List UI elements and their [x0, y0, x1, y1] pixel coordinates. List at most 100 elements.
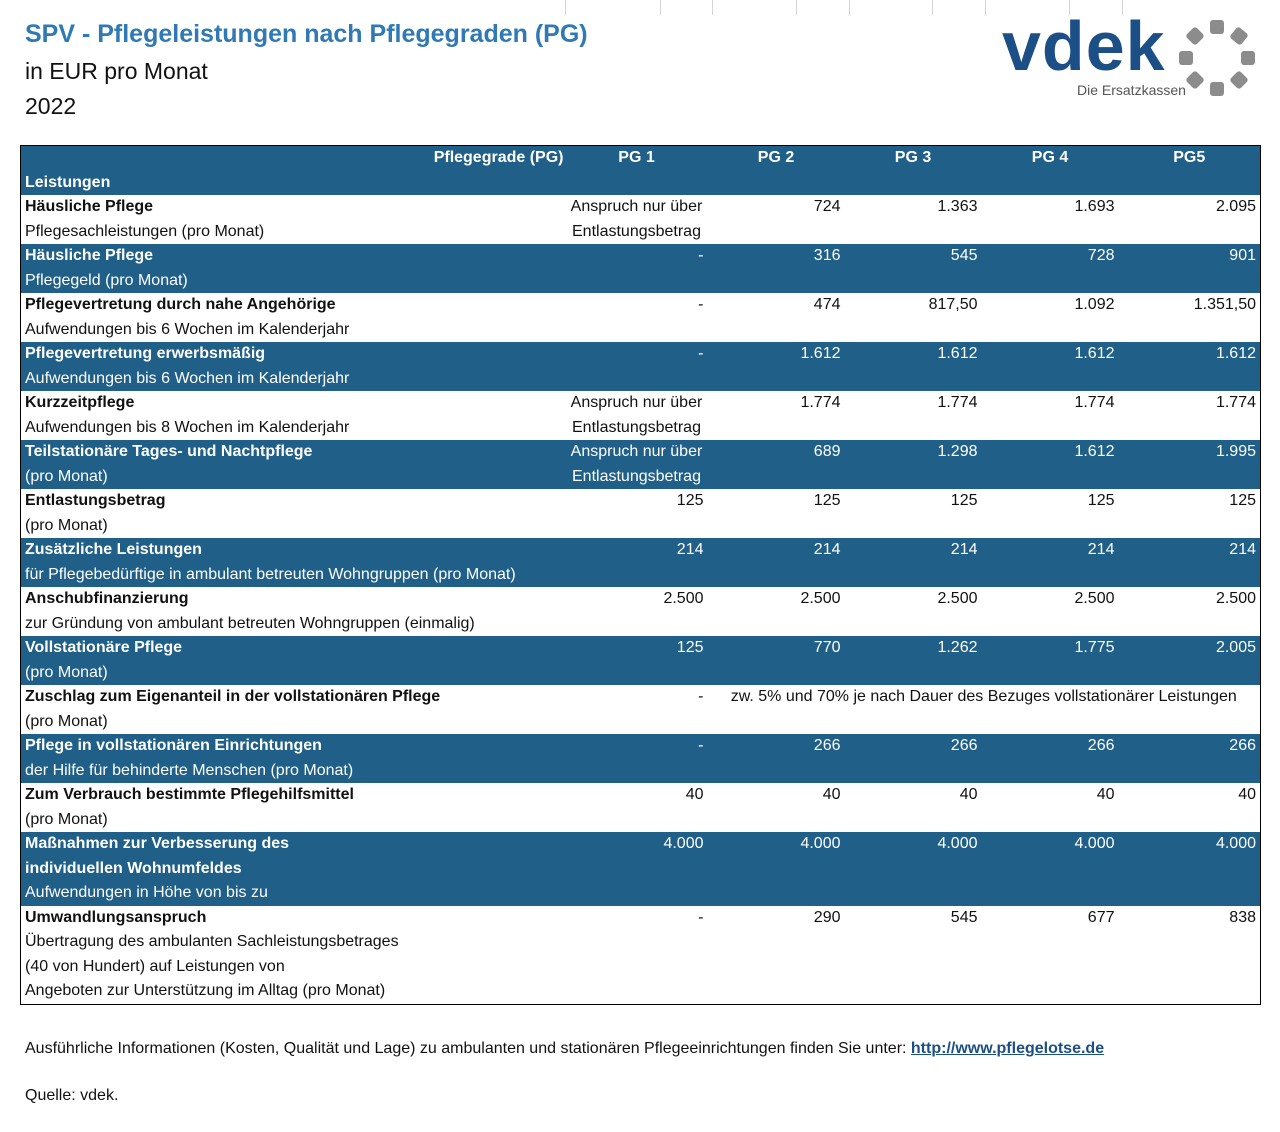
- row-subtitle: Aufwendungen bis 6 Wochen im Kalenderjah…: [20, 366, 566, 391]
- row-pg4: 214: [981, 538, 1119, 563]
- header-pflegegrade: Pflegegrade (PG): [20, 145, 566, 171]
- row-title-line2: individuellen Wohnumfeldes: [20, 856, 566, 881]
- row-pg3: 125: [844, 489, 982, 514]
- table-row: Maßnahmen zur Verbesserung des 4.000 4.0…: [20, 832, 1261, 857]
- vdek-logo: vdek Die Ersatzkassen: [1000, 7, 1262, 103]
- row-pg4: 1.774: [981, 391, 1119, 416]
- row-pg4: 728: [981, 244, 1119, 269]
- row-pg5: 125: [1118, 489, 1261, 514]
- table-row: Pflege in vollstationären Einrichtungen …: [20, 734, 1261, 759]
- row-pg5: 1.351,50: [1118, 293, 1261, 318]
- row-pg5: 214: [1118, 538, 1261, 563]
- row-subtitle-line2: (40 von Hundert) auf Leistungen von: [20, 954, 566, 979]
- row-pg3: 545: [844, 905, 982, 930]
- table-header-row: Leistungen: [20, 170, 1261, 195]
- row-pg1: 125: [565, 636, 708, 661]
- row-pg4: 1.775: [981, 636, 1119, 661]
- sheet-gridline: [932, 0, 933, 15]
- row-subtitle: zur Gründung von ambulant betreuten Wohn…: [20, 611, 566, 636]
- row-subtitle: (pro Monat): [20, 513, 566, 538]
- logo-wordmark: vdek: [1002, 7, 1166, 85]
- row-title: Vollstationäre Pflege: [20, 636, 566, 661]
- row-subtitle: der Hilfe für behinderte Menschen (pro M…: [20, 758, 566, 783]
- page-subtitle: in EUR pro Monat: [25, 58, 208, 84]
- table-row-sub: für Pflegebedürftige in ambulant betreut…: [20, 562, 1261, 587]
- table-row-sub: (pro Monat): [20, 709, 1261, 734]
- row-pg1: -: [565, 905, 708, 930]
- table-row-sub: Aufwendungen bis 8 Wochen im Kalenderjah…: [20, 415, 1261, 440]
- table-row-sub: Aufwendungen bis 6 Wochen im Kalenderjah…: [20, 317, 1261, 342]
- row-pg5: 901: [1118, 244, 1261, 269]
- row-subtitle-line3: Angeboten zur Unterstützung im Alltag (p…: [20, 979, 566, 1004]
- header-pg2: PG 2: [707, 145, 845, 171]
- row-pg3: 4.000: [844, 832, 982, 857]
- row-title: Anschubfinanzierung: [20, 587, 566, 612]
- row-pg1: 4.000: [565, 832, 708, 857]
- row-pg1: 214: [565, 538, 708, 563]
- source-note: Quelle: vdek.: [25, 1087, 119, 1104]
- footer-info: Ausführliche Informationen (Kosten, Qual…: [25, 1040, 1104, 1058]
- row-pg5: 1.774: [1118, 391, 1261, 416]
- row-title: Pflege in vollstationären Einrichtungen: [20, 734, 566, 759]
- row-pg2: 290: [707, 905, 845, 930]
- row-pg3: 2.500: [844, 587, 982, 612]
- row-title: Umwandlungsanspruch: [20, 905, 566, 930]
- row-pg3: 266: [844, 734, 982, 759]
- row-pg4: 266: [981, 734, 1119, 759]
- row-subtitle: Aufwendungen bis 6 Wochen im Kalenderjah…: [20, 317, 566, 342]
- page-title: SPV - Pflegeleistungen nach Pflegegraden…: [25, 20, 588, 48]
- row-title: Zuschlag zum Eigenanteil in der vollstat…: [20, 685, 566, 710]
- row-pg2: 316: [707, 244, 845, 269]
- row-pg2: 40: [707, 783, 845, 808]
- table-row-sub: Pflegegeld (pro Monat): [20, 268, 1261, 293]
- table-row: Häusliche Pflege - 316 545 728 901: [20, 244, 1261, 269]
- table-row-sub: individuellen Wohnumfeldes: [20, 856, 1261, 881]
- row-pg1: -: [565, 734, 708, 759]
- row-pg3: 1.774: [844, 391, 982, 416]
- row-pg4: 1.612: [981, 342, 1119, 367]
- row-pg2: 689: [707, 440, 845, 465]
- row-pg4: 1.092: [981, 293, 1119, 318]
- row-pg5: 4.000: [1118, 832, 1261, 857]
- table-row-sub: Aufwendungen in Höhe von bis zu: [20, 881, 1261, 906]
- table-row: Umwandlungsanspruch - 290 545 677 838: [20, 905, 1261, 930]
- table-row: Pflegevertretung erwerbsmäßig - 1.612 1.…: [20, 342, 1261, 367]
- row-pg3: 1.612: [844, 342, 982, 367]
- row-subtitle: für Pflegebedürftige in ambulant betreut…: [20, 562, 708, 587]
- row-pg1: -: [565, 293, 708, 318]
- row-pg1-line2: Entlastungsbetrag: [565, 219, 708, 244]
- row-subtitle: Übertragung des ambulanten Sachleistungs…: [20, 930, 566, 955]
- row-pg1: -: [565, 685, 708, 710]
- row-pg5: 266: [1118, 734, 1261, 759]
- row-pg3: 40: [844, 783, 982, 808]
- row-title: Häusliche Pflege: [20, 244, 566, 269]
- row-pg4: 125: [981, 489, 1119, 514]
- row-pg3: 214: [844, 538, 982, 563]
- sheet-gridline: [985, 0, 986, 15]
- row-pg1-line2: Entlastungsbetrag: [565, 415, 708, 440]
- table-row-sub: der Hilfe für behinderte Menschen (pro M…: [20, 758, 1261, 783]
- row-pg1: -: [565, 244, 708, 269]
- row-pg2: 125: [707, 489, 845, 514]
- row-pg4: 1.693: [981, 195, 1119, 220]
- row-pg1: 2.500: [565, 587, 708, 612]
- row-pg1: 125: [565, 489, 708, 514]
- table-row-sub: Angeboten zur Unterstützung im Alltag (p…: [20, 979, 1261, 1004]
- sheet-gridline: [712, 0, 713, 15]
- table-row-sub: (pro Monat) Entlastungsbetrag: [20, 464, 1261, 489]
- row-pg5: 1.995: [1118, 440, 1261, 465]
- row-pg5: 1.612: [1118, 342, 1261, 367]
- row-pg5: 2.005: [1118, 636, 1261, 661]
- sheet-gridline: [849, 0, 850, 15]
- table-row-sub: (pro Monat): [20, 807, 1261, 832]
- row-pg2: 474: [707, 293, 845, 318]
- row-title: Pflegevertretung durch nahe Angehörige: [20, 293, 566, 318]
- row-subtitle: Pflegesachleistungen (pro Monat): [20, 219, 566, 244]
- table-row-sub: Aufwendungen bis 6 Wochen im Kalenderjah…: [20, 366, 1261, 391]
- page-year: 2022: [25, 93, 77, 119]
- row-subtitle: (pro Monat): [20, 660, 566, 685]
- row-title: Entlastungsbetrag: [20, 489, 566, 514]
- sheet-gridline: [1122, 0, 1123, 15]
- sheet-gridline: [660, 0, 661, 15]
- pflegelotse-link[interactable]: http://www.pflegelotse.de: [910, 1040, 1105, 1057]
